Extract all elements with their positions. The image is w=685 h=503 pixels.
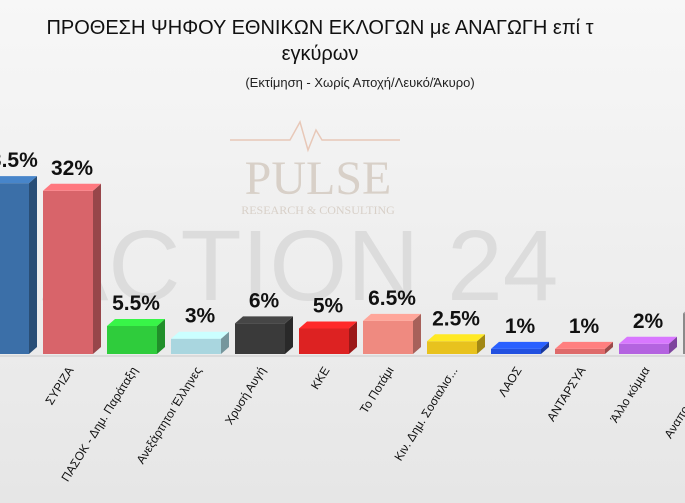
bar-top <box>555 341 613 349</box>
bar-top <box>43 183 101 191</box>
bar <box>619 343 669 354</box>
value-label: 33.5% <box>0 149 38 172</box>
bar-side <box>93 183 101 354</box>
chart-title: ΠΡΟΘΕΣΗ ΨΗΦΟΥ ΕΘΝΙΚΩΝ ΕΚΛΟΓΩΝ με ΑΝΑΓΩΓΗ… <box>46 17 593 39</box>
bar-side <box>477 334 485 354</box>
bar <box>107 325 157 354</box>
bar-side <box>349 321 357 354</box>
value-label: 1% <box>505 315 536 338</box>
bar <box>363 320 413 354</box>
value-label: 1% <box>569 315 600 338</box>
chart-title: εγκύρων <box>282 43 359 65</box>
bar <box>0 183 29 354</box>
bar <box>427 341 477 354</box>
bar-top <box>427 334 485 342</box>
bar-top <box>299 321 357 329</box>
bar-side <box>541 341 549 354</box>
value-label: 2% <box>633 310 664 333</box>
bar <box>235 323 285 354</box>
bar-top <box>491 341 549 349</box>
bar <box>491 348 541 354</box>
bar-top <box>0 176 37 184</box>
bar <box>683 313 685 354</box>
value-label: 6% <box>249 289 280 312</box>
bar-top <box>363 313 421 321</box>
bar-top <box>235 316 293 324</box>
value-label: 3% <box>185 305 216 328</box>
value-label: 2.5% <box>432 307 480 330</box>
bar <box>555 348 605 354</box>
bar-side <box>285 316 293 354</box>
bar <box>299 328 349 354</box>
bar-top <box>107 318 165 326</box>
value-label: 6.5% <box>368 287 416 310</box>
bar-top <box>171 331 229 339</box>
bar-side <box>157 318 165 354</box>
bar <box>171 338 221 354</box>
bar-side <box>669 336 677 354</box>
chart-subtitle: (Εκτίμηση - Χωρίς Αποχή/Λευκό/Άκυρο) <box>245 75 474 90</box>
watermark: PULSE <box>245 152 392 205</box>
bar <box>43 190 93 354</box>
bar-side <box>605 341 613 354</box>
bar-top <box>619 336 677 344</box>
watermark-pulse <box>230 120 400 153</box>
watermark: RESEARCH & CONSULTING <box>241 203 395 217</box>
bar-side <box>29 176 37 354</box>
watermark: ACTION 24 <box>42 210 559 322</box>
bar-side <box>221 331 229 354</box>
value-label: 5% <box>313 295 344 318</box>
bar-side <box>413 313 421 354</box>
value-label: 5.5% <box>112 292 160 315</box>
value-label: 32% <box>51 157 93 180</box>
